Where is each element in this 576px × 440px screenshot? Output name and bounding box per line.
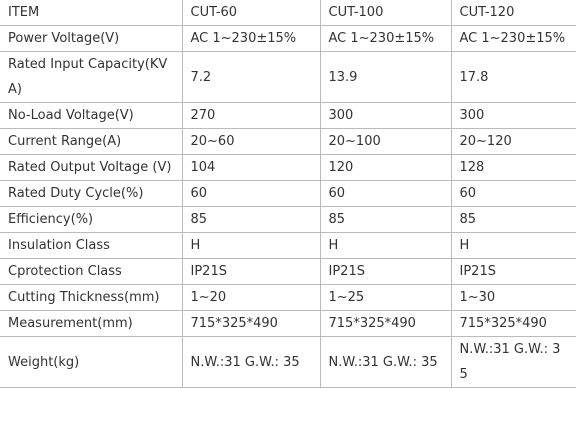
table-row: Measurement(mm) 715*325*490 715*325*490 715… xyxy=(0,310,576,337)
cell: 1~25 xyxy=(319,284,452,311)
row-label: Rated Duty Cycle(%) xyxy=(0,180,183,207)
cell: 300 xyxy=(450,102,576,129)
cell: IP21S xyxy=(181,258,321,285)
cell: 715*325*490 xyxy=(450,310,576,337)
cell: IP21S xyxy=(450,258,576,285)
row-label: Efficiency(%) xyxy=(0,206,183,233)
cell: CUT-120 xyxy=(450,0,576,26)
cell: 13.9 xyxy=(319,51,452,103)
cell: 120 xyxy=(319,154,452,181)
cell: 300 xyxy=(319,102,452,129)
cell: N.W.:31 G.W.: 35 xyxy=(319,336,452,388)
row-label: Rated Input Capacity(KVA) xyxy=(0,51,183,103)
cell: 715*325*490 xyxy=(319,310,452,337)
row-label: ITEM xyxy=(0,0,183,26)
row-label: Weight(kg) xyxy=(0,336,183,388)
cell: 85 xyxy=(450,206,576,233)
table-row: Power Voltage(V) AC 1~230±15% AC 1~230±15%… xyxy=(0,25,576,52)
cell: IP21S xyxy=(319,258,452,285)
table-row: Weight(kg) N.W.:31 G.W.: 35 N.W.:31 G.W.: … xyxy=(0,336,576,388)
cell: 20~120 xyxy=(450,128,576,155)
cell: 60 xyxy=(181,180,321,207)
row-label: No-Load Voltage(V) xyxy=(0,102,183,129)
table-row: Rated Duty Cycle(%) 60 60 60 xyxy=(0,180,576,207)
cell: AC 1~230±15% xyxy=(319,25,452,52)
table-row: No-Load Voltage(V) 270 300 300 xyxy=(0,102,576,129)
cell: CUT-100 xyxy=(319,0,452,26)
cell: H xyxy=(450,232,576,259)
cell: AC 1~230±15% xyxy=(450,25,576,52)
cell: 85 xyxy=(319,206,452,233)
cell: 1~30 xyxy=(450,284,576,311)
cell: H xyxy=(319,232,452,259)
row-label: Insulation Class xyxy=(0,232,183,259)
table-row: Insulation Class H H H xyxy=(0,232,576,259)
cell: 85 xyxy=(181,206,321,233)
cell: 270 xyxy=(181,102,321,129)
row-label: Cutting Thickness(mm) xyxy=(0,284,183,311)
cell: N.W.:31 G.W.: 35 xyxy=(181,336,321,388)
table-row: Cprotection Class IP21S IP21S IP21S xyxy=(0,258,576,285)
table-row: Rated Input Capacity(KVA) 7.2 13.9 17.8 xyxy=(0,51,576,103)
cell: AC 1~230±15% xyxy=(181,25,321,52)
cell: 104 xyxy=(181,154,321,181)
table-row: Rated Output Voltage (V) 104 120 128 xyxy=(0,154,576,181)
row-label: Rated Output Voltage (V) xyxy=(0,154,183,181)
cell: 60 xyxy=(450,180,576,207)
row-label: Cprotection Class xyxy=(0,258,183,285)
cell: H xyxy=(181,232,321,259)
cell: 715*325*490 xyxy=(181,310,321,337)
row-label: Measurement(mm) xyxy=(0,310,183,337)
cell: 60 xyxy=(319,180,452,207)
row-label: Power Voltage(V) xyxy=(0,25,183,52)
cell: 20~100 xyxy=(319,128,452,155)
cell: 7.2 xyxy=(181,51,321,103)
table-body: ITEM CUT-60 CUT-100 CUT-120 Power Voltage(V)… xyxy=(0,0,576,388)
cell: N.W.:31 G.W.: 35 xyxy=(450,336,576,388)
cell: 128 xyxy=(450,154,576,181)
cell: CUT-60 xyxy=(181,0,321,26)
row-label: Current Range(A) xyxy=(0,128,183,155)
cell: 17.8 xyxy=(450,51,576,103)
spec-table: ITEM CUT-60 CUT-100 CUT-120 Power Voltage(V)… xyxy=(0,0,576,388)
header-row: ITEM CUT-60 CUT-100 CUT-120 xyxy=(0,0,576,26)
table-row: Efficiency(%) 85 85 85 xyxy=(0,206,576,233)
cell: 1~20 xyxy=(181,284,321,311)
table-row: Cutting Thickness(mm) 1~20 1~25 1~30 xyxy=(0,284,576,311)
cell: 20~60 xyxy=(181,128,321,155)
table-row: Current Range(A) 20~60 20~100 20~120 xyxy=(0,128,576,155)
